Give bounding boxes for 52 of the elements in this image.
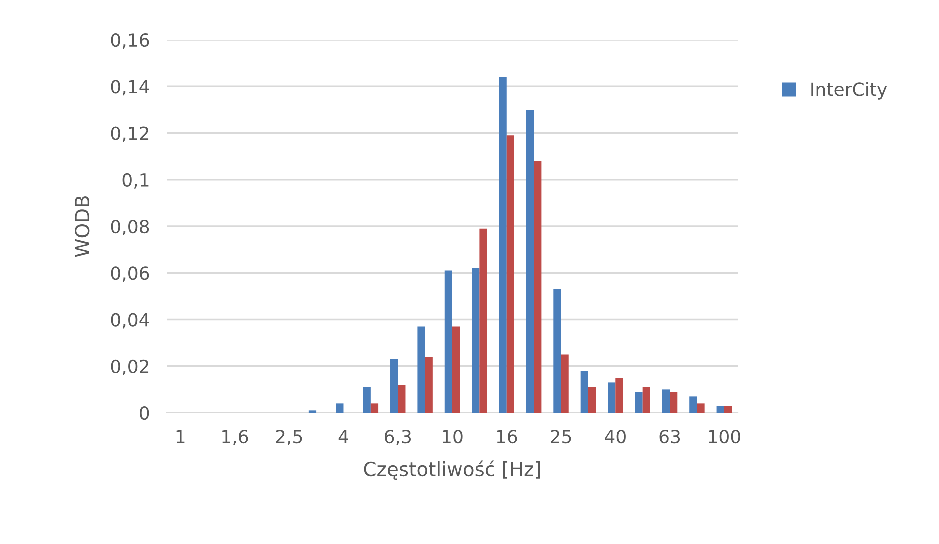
x-tick-label: 4	[338, 430, 348, 444]
x-axis-title: Częstotliwość [Hz]	[364, 460, 540, 480]
bar	[425, 357, 433, 413]
y-tick-label: 0,12	[111, 126, 149, 142]
bar	[662, 390, 670, 413]
y-tick-label: 0,08	[111, 220, 150, 236]
y-tick-label: 0,16	[111, 33, 150, 49]
bar	[526, 110, 534, 413]
x-tick-label: 6,3	[385, 430, 412, 446]
x-tick-label: 100	[709, 430, 740, 444]
x-tick-label: 1,6	[222, 430, 248, 446]
bar	[336, 404, 344, 413]
y-tick-label: 0,14	[111, 80, 150, 96]
bar	[690, 396, 698, 413]
bar	[506, 136, 514, 413]
x-tick-label: 63	[660, 430, 680, 444]
y-tick-label: 0,02	[111, 360, 149, 376]
bar	[588, 387, 596, 413]
bar	[716, 406, 724, 413]
x-tick-label: 16	[497, 430, 518, 444]
y-axis-title: WODB	[74, 196, 90, 258]
x-tick-label: 10	[442, 430, 463, 444]
bar	[534, 161, 542, 413]
y-tick-label: 0,04	[111, 313, 150, 329]
bar	[499, 77, 507, 413]
bar	[472, 268, 480, 413]
x-tick-label: 2,5	[276, 430, 302, 446]
bar	[670, 392, 678, 413]
bar	[370, 404, 379, 413]
bar	[642, 387, 650, 413]
x-tick-label: 25	[551, 430, 572, 444]
y-tick-label: 0	[140, 406, 150, 420]
x-tick-label: 1	[176, 430, 185, 444]
y-tick-label: 0,06	[111, 266, 150, 282]
bar	[444, 270, 452, 413]
bar	[452, 326, 460, 413]
bar	[418, 326, 426, 413]
bar	[580, 371, 588, 413]
bar	[561, 354, 569, 413]
bar	[390, 359, 398, 413]
legend-label: InterCity	[812, 82, 888, 100]
bar	[724, 406, 732, 413]
bar	[398, 385, 406, 413]
bar	[608, 382, 616, 413]
bar	[616, 378, 624, 413]
x-tick-label: 40	[605, 430, 626, 444]
bar	[480, 228, 488, 413]
bar	[363, 387, 371, 413]
bar	[635, 392, 643, 413]
bar	[697, 404, 705, 413]
bar	[554, 289, 562, 413]
y-tick-label: 0,1	[122, 173, 149, 189]
